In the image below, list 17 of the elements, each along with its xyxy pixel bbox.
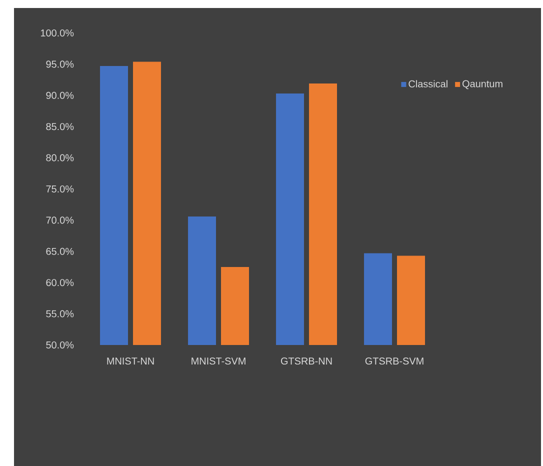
x-tick-label: GTSRB-SVM (365, 358, 424, 365)
y-tick-label: 85.0% (46, 123, 74, 130)
y-tick-label: 50.0% (46, 341, 74, 349)
y-tick-label: 75.0% (46, 185, 74, 193)
y-tick-label: 95.0% (46, 60, 74, 68)
y-tick-label: 65.0% (46, 248, 74, 255)
x-tick-label: MNIST-NN (107, 358, 154, 365)
x-tick-label: MNIST-SVM (192, 358, 246, 365)
y-tick-label: 60.0% (46, 279, 74, 286)
y-tick-label: 55.0% (46, 310, 74, 318)
y-tick-label: 100.0% (40, 29, 74, 37)
y-tick-label: 70.0% (46, 216, 74, 224)
y-tick-label: 90.0% (46, 92, 74, 99)
legend-label: Classical (408, 80, 448, 88)
x-tick-label: GTSRB-NN (280, 358, 332, 365)
legend-label: Qauntum (462, 80, 502, 90)
y-tick-label: 80.0% (46, 154, 74, 162)
